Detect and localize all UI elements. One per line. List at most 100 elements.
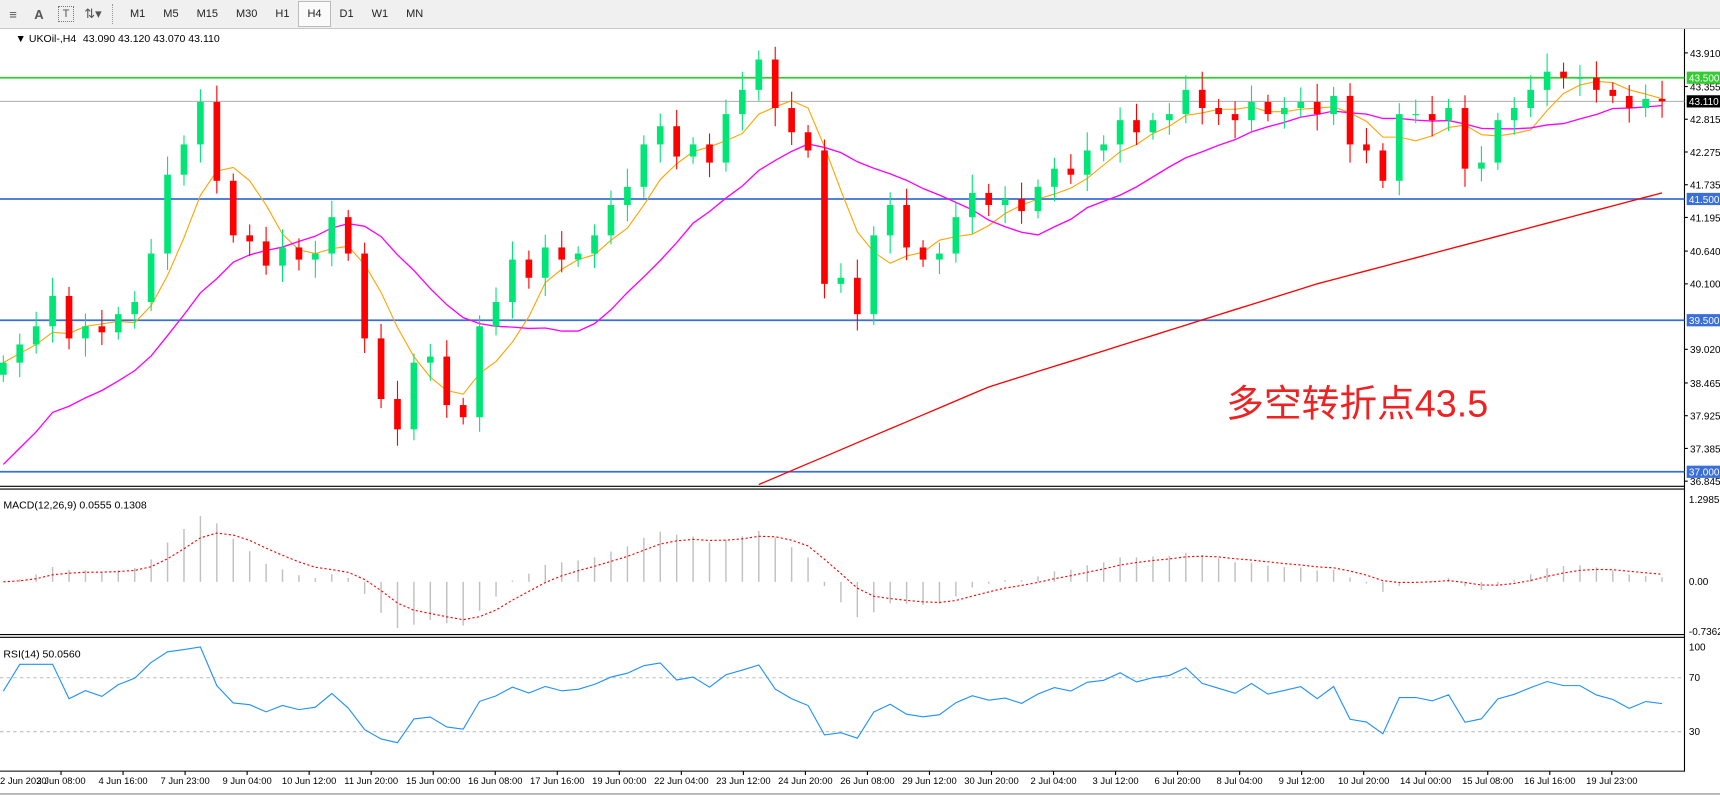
bull-candle [180,144,188,175]
bear-candle [1264,101,1272,115]
price-tick-label: 43.910 [1690,49,1720,60]
bull-candle [1166,114,1173,121]
timeframe-mn[interactable]: MN [406,8,424,20]
rsi-tick-label: 30 [1689,727,1701,738]
bull-candle [476,326,483,418]
symbol-label: UKOil-,H4 [29,33,77,45]
bear-candle [1231,114,1239,121]
bear-candle [1428,114,1436,121]
macd-tick-label: 0.00 [1689,577,1709,588]
timeframe-m15[interactable]: M15 [196,8,218,20]
bull-candle [131,302,139,315]
price-badge [1686,95,1720,108]
timeframe-h1[interactable]: H1 [275,8,290,20]
time-tick-label: 2 Jun 2020 [0,775,47,786]
bear-candle [1461,108,1469,169]
bear-candle [673,126,681,157]
chart-header: ▼ UKOil-,H4 43.090 43.120 43.070 43.110 [16,33,220,45]
text-label-icon[interactable]: T [58,6,74,22]
time-tick-label: 7 Jun 23:00 [160,775,209,786]
fibonacci-icon[interactable]: ≡ [9,6,17,22]
macd-title: MACD(12,26,9) 0.0555 0.1308 [3,500,147,512]
price-badge [1686,465,1720,478]
arrows-icon[interactable]: ⇅▾ [84,6,102,21]
time-tick-label: 24 Jun 20:00 [778,775,832,786]
macd-signal-line [3,532,1663,621]
price-badge [1686,71,1720,84]
bull-candle [492,302,500,327]
bear-candle [1560,71,1567,78]
price-badge-label: 37.000 [1689,468,1720,479]
bear-candle [771,59,779,109]
bull-candle [640,144,648,187]
price-badge-label: 39.500 [1689,316,1720,327]
bear-candle [361,253,368,339]
bear-candle [903,205,910,248]
bull-candle [1395,114,1403,181]
bull-candle [968,192,976,218]
bear-candle [1067,168,1075,175]
time-tick-label: 11 Jun 20:00 [344,775,398,786]
timeframe-h4[interactable]: H4 [298,1,331,27]
bull-candle [952,217,960,254]
bull-candle [722,114,730,163]
timeframe-w1[interactable]: W1 [371,8,389,20]
bull-candle [1330,95,1337,115]
bull-candle [1100,144,1108,151]
bull-candle [1248,101,1255,121]
bull-candle [739,89,746,115]
bull-candle [755,59,763,90]
time-tick-label: 19 Jul 23:00 [1586,775,1637,786]
timeframe-group: M1 M5 M15 M30 H1 H4 D1 W1 MN [121,1,432,27]
time-tick-label: 15 Jun 00:00 [406,775,460,786]
bull-candle [16,344,24,363]
bear-candle [65,295,73,339]
price-tick-label: 38.465 [1690,379,1720,390]
timeframe-d1[interactable]: D1 [339,8,354,20]
text-icon[interactable]: A [34,6,44,22]
bull-candle [574,253,582,260]
bear-candle [295,247,303,260]
timeframe-m5[interactable]: M5 [163,8,179,20]
bear-candle [1363,144,1370,151]
time-tick-label: 2 Jul 04:00 [1030,775,1076,786]
bull-candle [427,356,434,363]
bull-candle [1510,108,1518,121]
bear-candle [1215,108,1222,115]
bear-candle [1658,98,1666,102]
time-tick-label: 9 Jun 04:00 [223,775,272,786]
toolbar-separator [112,4,115,24]
ma-long-line [758,192,1663,486]
bear-candle [246,235,254,242]
timeframe-m30[interactable]: M30 [235,8,258,20]
bear-candle [377,338,385,400]
bear-candle [1133,120,1140,133]
bear-candle [98,326,106,333]
bull-candle [1182,89,1190,115]
bull-candle [410,362,418,430]
price-tick-label: 42.815 [1690,115,1720,126]
bear-candle [919,247,927,260]
timeframe-m1[interactable]: M1 [130,8,146,20]
price-tick-label: 40.640 [1690,247,1720,258]
bull-candle [82,326,89,339]
bear-candle [1625,95,1633,109]
bull-candle [0,362,7,375]
time-tick-label: 8 Jul 04:00 [1217,775,1263,786]
bull-candle [870,235,878,315]
bull-candle [1083,150,1091,175]
time-tick-label: 4 Jun 16:00 [98,775,147,786]
bear-candle [804,132,812,151]
time-tick-label: 19 Jun 00:00 [592,775,646,786]
bull-candle [1412,114,1420,116]
bull-candle [1034,186,1042,212]
bull-candle [1494,120,1502,163]
bull-candle [1051,168,1058,187]
time-tick-label: 23 Jun 12:00 [716,775,770,786]
bull-candle [1445,108,1452,121]
bull-candle [197,101,204,145]
bull-candle [328,217,336,254]
price-tick-label: 43.355 [1690,82,1720,93]
price-tick-label: 37.925 [1690,412,1720,423]
